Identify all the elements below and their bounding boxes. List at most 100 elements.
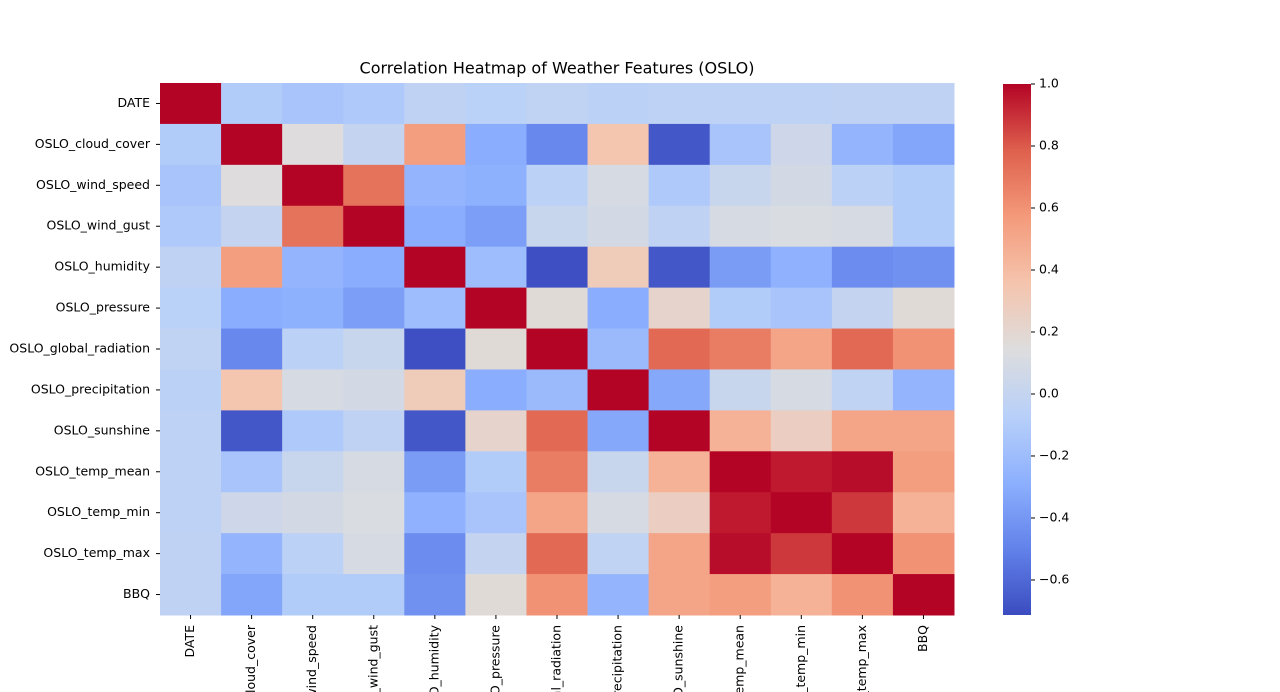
heatmap-cell — [648, 492, 711, 534]
heatmap-cell — [892, 410, 955, 452]
heatmap-cell — [709, 123, 772, 166]
heatmap-cell — [770, 83, 833, 125]
heatmap-cell — [404, 205, 466, 248]
y-tick-label: OSLO_humidity — [54, 259, 150, 274]
heatmap-cell — [587, 287, 650, 330]
heatmap-cell — [648, 164, 711, 207]
heatmap-cell — [282, 83, 344, 125]
heatmap-cell — [831, 410, 894, 452]
heatmap-cell — [648, 205, 711, 248]
heatmap-cell — [282, 205, 344, 248]
heatmap-cell — [282, 574, 344, 616]
x-tick-label: BBQ — [915, 625, 930, 652]
heatmap-cell — [892, 205, 955, 248]
heatmap-cell — [465, 369, 527, 411]
heatmap-cell — [526, 410, 589, 452]
x-tick-label: OSLO_wind_speed — [304, 625, 319, 692]
x-tick-label: OSLO_temp_min — [793, 625, 808, 692]
colorbar-tick-label: −0.2 — [1039, 447, 1069, 462]
chart-title: Correlation Heatmap of Weather Features … — [360, 59, 755, 78]
heatmap-cell — [526, 83, 589, 125]
heatmap-cell — [892, 574, 955, 616]
heatmap-cell — [160, 123, 222, 166]
y-tick-label: DATE — [117, 95, 150, 110]
heatmap-cell — [648, 574, 711, 616]
heatmap-cell — [404, 492, 466, 534]
heatmap-cell — [221, 83, 283, 125]
heatmap-cell — [831, 533, 894, 575]
x-tick-label: OSLO_temp_mean — [732, 625, 747, 692]
heatmap-cell — [709, 574, 772, 616]
y-tick-label: OSLO_temp_max — [43, 545, 150, 560]
heatmap-cell — [282, 369, 344, 411]
heatmap-cell — [526, 205, 589, 248]
heatmap-cell — [709, 451, 772, 493]
heatmap-cell — [282, 328, 344, 370]
colorbar-tick-label: 0.6 — [1039, 199, 1059, 214]
heatmap-cell — [160, 83, 222, 125]
heatmap-cell — [587, 574, 650, 616]
heatmap-cell — [526, 451, 589, 493]
heatmap-cell — [770, 451, 833, 493]
heatmap-cell — [587, 328, 650, 370]
heatmap-cell — [526, 123, 589, 166]
heatmap-cell — [343, 410, 405, 452]
heatmap-cell — [465, 205, 527, 248]
heatmap-cell — [282, 492, 344, 534]
heatmap-cell — [892, 83, 955, 125]
heatmap-cell — [343, 246, 405, 289]
colorbar-tick-label: 0.4 — [1039, 261, 1059, 276]
x-tick-label: OSLO_wind_gust — [365, 625, 380, 692]
x-tick-label: DATE — [182, 625, 197, 658]
heatmap-cell — [221, 410, 283, 452]
heatmap-cell — [221, 205, 283, 248]
heatmap-cell — [160, 246, 222, 289]
heatmap-cell — [770, 369, 833, 411]
heatmap-cell — [587, 83, 650, 125]
heatmap-cell — [343, 492, 405, 534]
x-tick-label: OSLO_humidity — [426, 624, 441, 692]
heatmap-cell — [831, 328, 894, 370]
heatmap-cell — [282, 533, 344, 575]
heatmap-cell — [282, 246, 344, 289]
heatmap-cell — [465, 533, 527, 575]
y-tick-label: OSLO_precipitation — [31, 381, 150, 396]
heatmap-cell — [648, 83, 711, 125]
heatmap-cell — [709, 246, 772, 289]
heatmap-cell — [465, 123, 527, 166]
y-tick-label: OSLO_cloud_cover — [35, 136, 151, 151]
heatmap-cell — [160, 533, 222, 575]
x-tick-label: OSLO_precipitation — [610, 625, 625, 692]
heatmap-cell — [221, 369, 283, 411]
heatmap-cell — [160, 369, 222, 411]
heatmap-cell — [831, 205, 894, 248]
y-tick-label: OSLO_wind_gust — [47, 218, 151, 233]
heatmap-cell — [465, 451, 527, 493]
heatmap-cell — [892, 328, 955, 370]
heatmap-cell — [709, 410, 772, 452]
heatmap-cell — [465, 574, 527, 616]
heatmap-cell — [709, 328, 772, 370]
colorbar-tick-label: 0.0 — [1039, 385, 1059, 400]
heatmap-cell — [404, 287, 466, 330]
heatmap-cell — [892, 533, 955, 575]
heatmap-cell — [770, 410, 833, 452]
heatmap-cell — [282, 287, 344, 330]
heatmap-cell — [892, 369, 955, 411]
heatmap-cell — [709, 492, 772, 534]
heatmap-cell — [221, 287, 283, 330]
colorbar — [1003, 84, 1031, 615]
heatmap-cell — [770, 328, 833, 370]
heatmap-cell — [709, 164, 772, 207]
x-tick-label: OSLO_sunshine — [671, 625, 686, 692]
heatmap-cell — [892, 287, 955, 330]
heatmap-cell — [831, 574, 894, 616]
heatmap-cell — [404, 369, 466, 411]
heatmap-cell — [526, 164, 589, 207]
heatmap-cell — [343, 369, 405, 411]
heatmap-cell — [465, 287, 527, 330]
heatmap-cell — [770, 492, 833, 534]
heatmap-cell — [770, 205, 833, 248]
heatmap-cell — [160, 328, 222, 370]
